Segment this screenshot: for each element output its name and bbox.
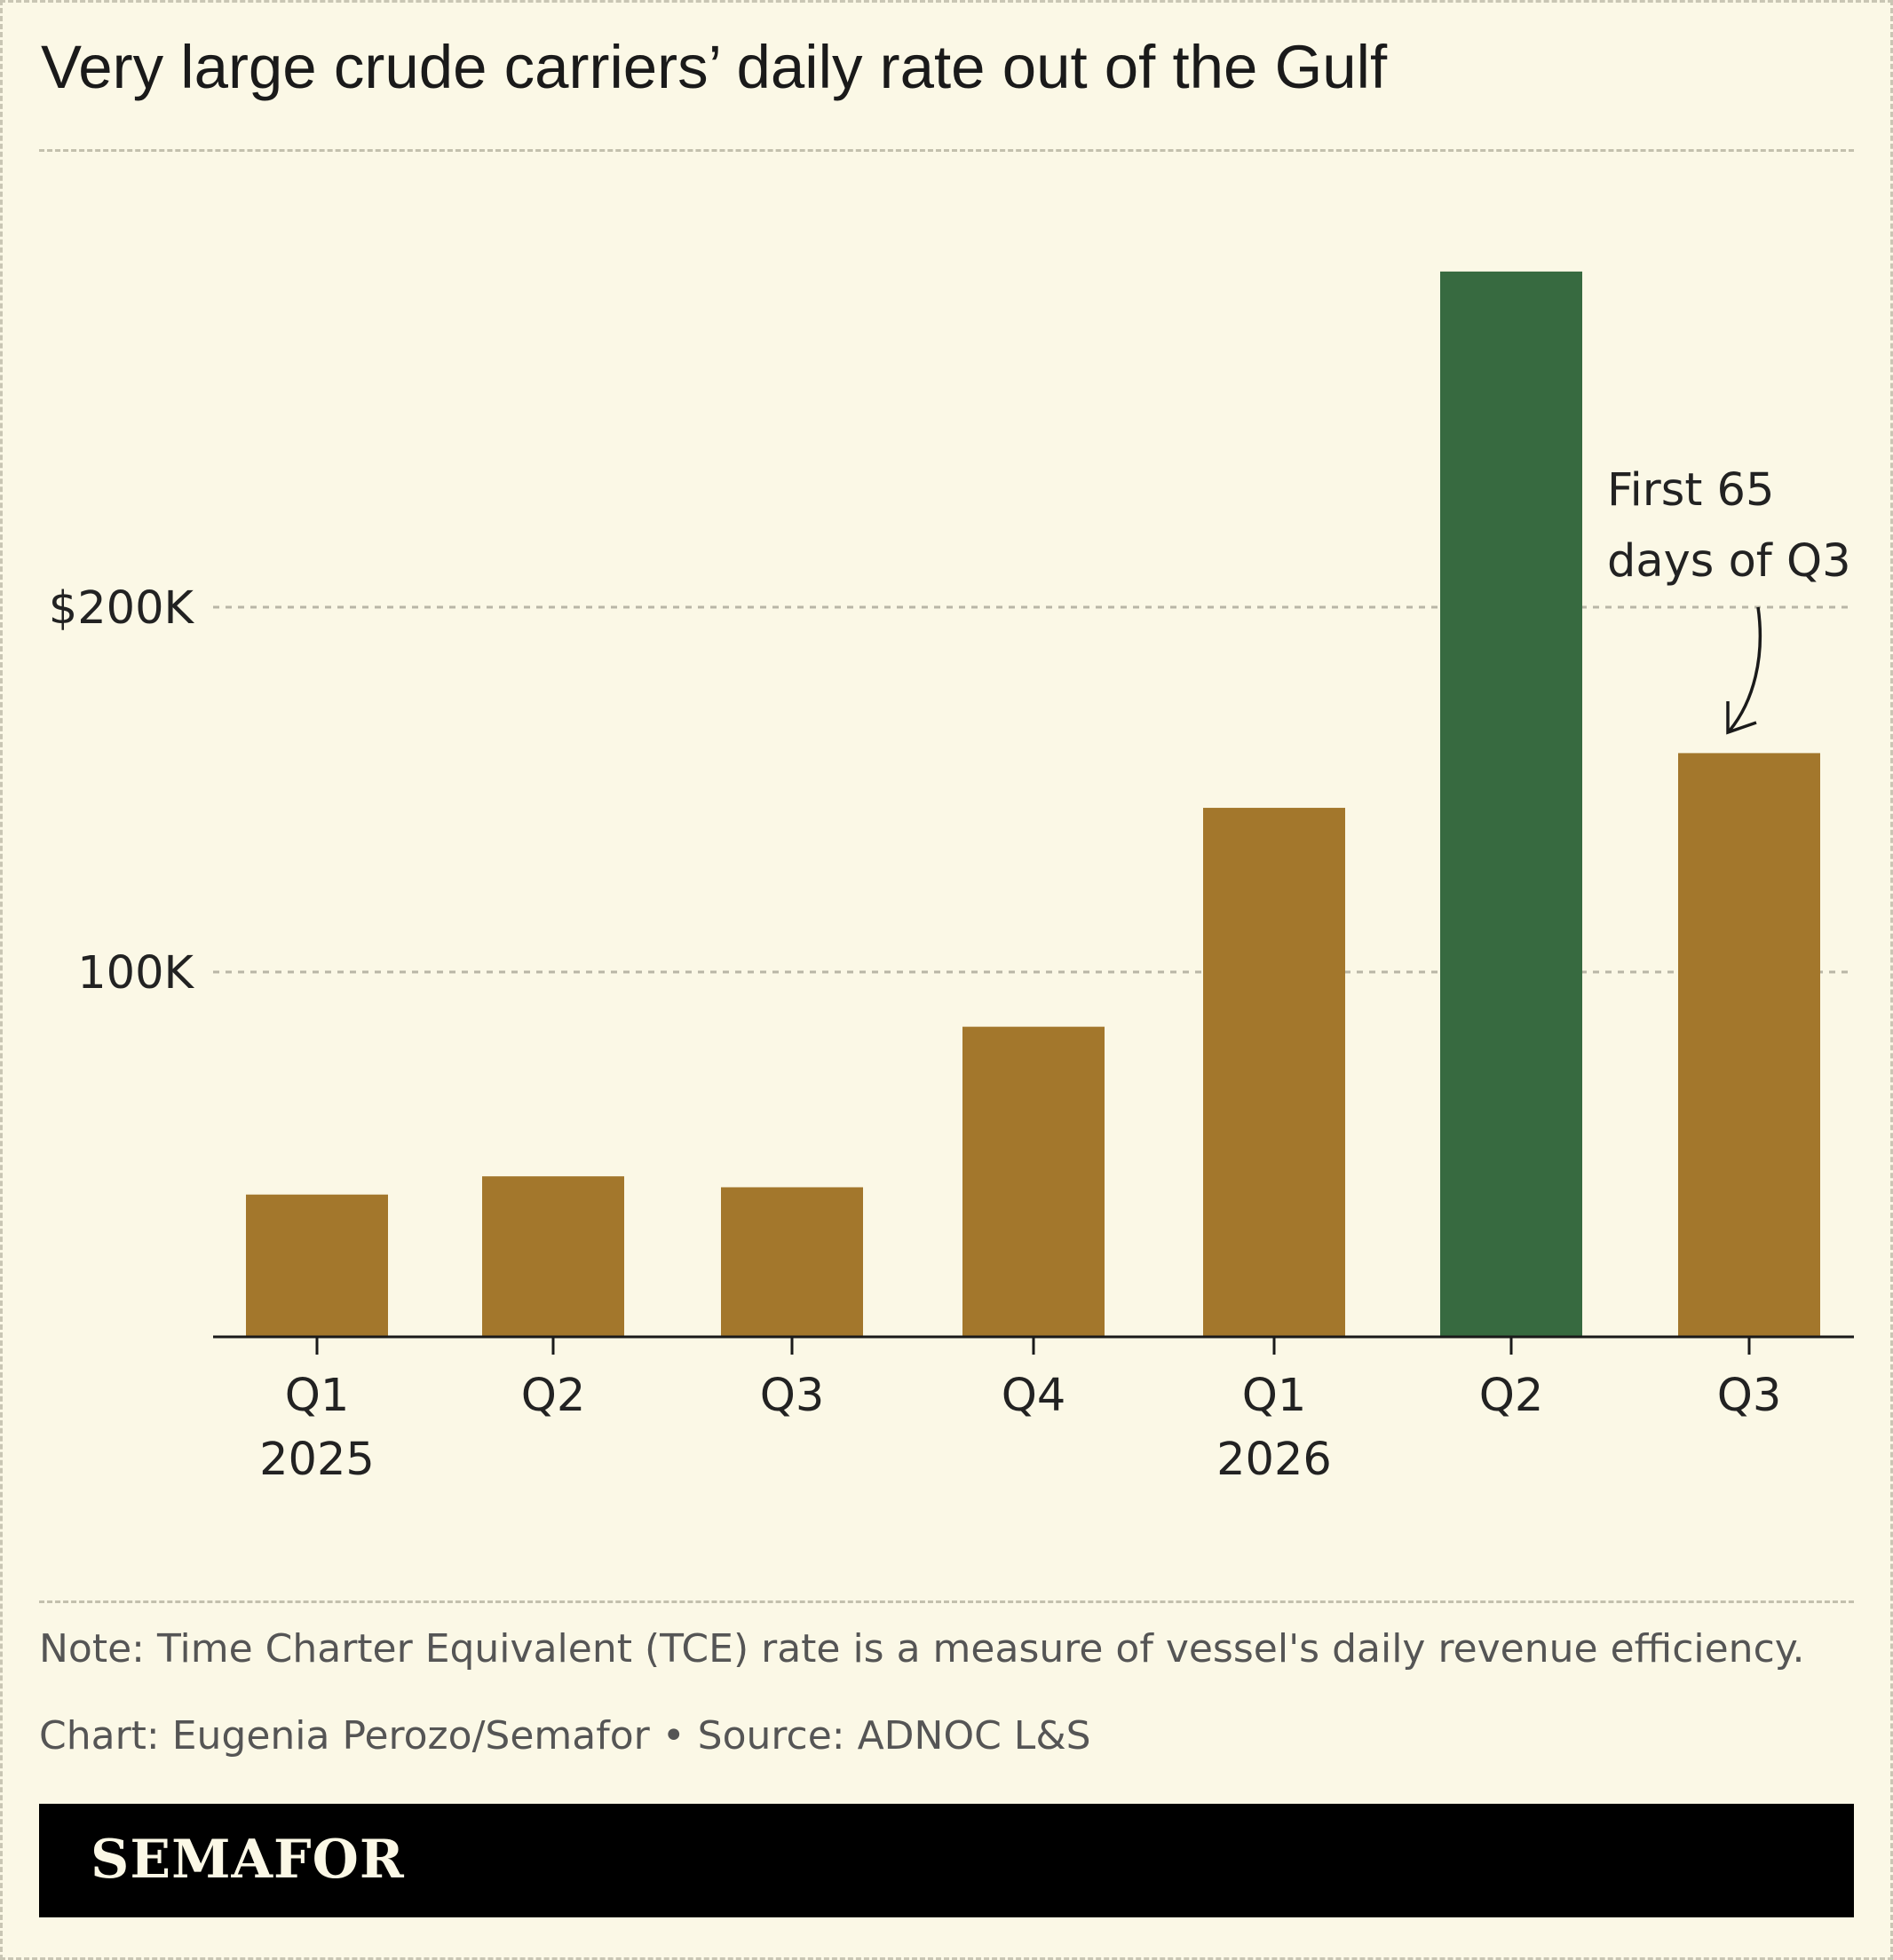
bar [1203, 808, 1345, 1337]
bar [482, 1176, 624, 1337]
annotation-text: days of Q3 [1607, 535, 1851, 588]
y-axis-ticks: 100K $200K [49, 582, 195, 1000]
x-tick-label: Q1 [1242, 1370, 1307, 1422]
annotation-arrowhead [1726, 701, 1757, 735]
y-tick-label: $200K [49, 582, 195, 635]
bar [962, 1026, 1105, 1337]
chart-credit: Chart: Eugenia Perozo/Semafor • Source: … [39, 1713, 1091, 1758]
semafor-logo: SEMAFOR [91, 1829, 405, 1891]
bar [1440, 271, 1582, 1337]
gridlines [213, 605, 1854, 974]
bar [246, 1194, 388, 1337]
x-tick-label: Q2 [1479, 1370, 1544, 1422]
bar [1678, 753, 1820, 1337]
x-tick-label: Q3 [760, 1370, 825, 1422]
y-tick-label: 100K [77, 947, 194, 1000]
annotation-arrow [1728, 606, 1762, 732]
x-tick-label: Q3 [1717, 1370, 1782, 1422]
brand-bar: SEMAFOR [39, 1804, 1854, 1917]
chart-note: Note: Time Charter Equivalent (TCE) rate… [39, 1626, 1805, 1672]
annotation: First 65 days of Q3 [1607, 464, 1851, 735]
chart-title: Very large crude carriers’ daily rate ou… [41, 33, 1388, 101]
bars [246, 271, 1820, 1337]
x-year-label: 2025 [259, 1434, 375, 1486]
x-axis: Q1 2025 Q2 Q3 Q4 Q1 2026 Q2 Q3 [213, 1335, 1854, 1486]
top-divider [39, 149, 1854, 152]
annotation-text: First 65 [1607, 464, 1774, 517]
bar [721, 1187, 863, 1337]
bar-chart: 100K $200K Q1 2025 Q2 Q3 Q4 Q1 2026 Q2 Q3 First 6… [49, 271, 1854, 1486]
x-tick-label: Q1 [285, 1370, 350, 1422]
x-year-label: 2026 [1216, 1434, 1332, 1486]
bottom-divider [39, 1600, 1854, 1603]
x-tick-label: Q4 [1002, 1370, 1066, 1422]
x-tick-label: Q2 [521, 1370, 586, 1422]
